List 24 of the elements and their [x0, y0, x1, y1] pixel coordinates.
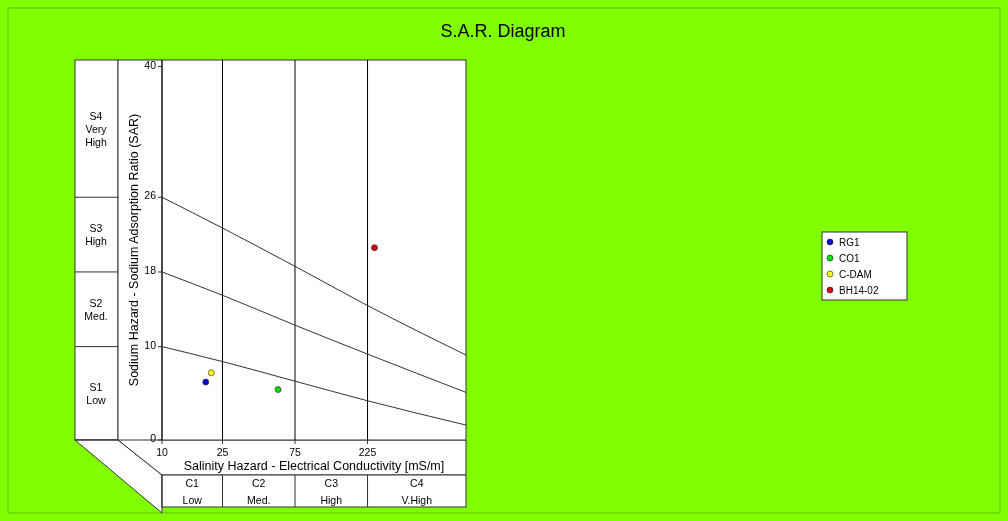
legend-label: RG1 [839, 237, 860, 248]
text: C2 Med. [247, 477, 271, 506]
y-axis-title: Sodium Hazard - Sodium Adsorption Ratio (SAR) [127, 113, 141, 387]
text: S2 Med. [84, 296, 108, 322]
x-tick-label: 10 [156, 446, 168, 458]
x-tick-label: 75 [289, 446, 302, 458]
x-tick-label: 225 [358, 446, 377, 458]
y-tick-label: 26 [144, 189, 157, 202]
text: S.A.R. Diagram [440, 21, 566, 41]
text: C3 High [320, 477, 343, 506]
text: S3 High [85, 222, 107, 248]
y-tick-label: 40 [144, 58, 157, 71]
legend-label: BH14-02 [839, 285, 879, 296]
text: C4 V.High [401, 477, 433, 506]
y-tick-label: 10 [144, 338, 157, 351]
legend-label: C-DAM [839, 269, 872, 280]
y-tick-label: 18 [144, 263, 157, 276]
x-axis-title: Salinity Hazard - Electrical Conductivity [mS/m] [183, 459, 445, 473]
legend-label: CO1 [839, 253, 860, 264]
text: S4 Very High [85, 109, 108, 148]
x-tick-label: 25 [216, 446, 229, 458]
y-tick-label: 0 [150, 432, 157, 444]
text: S1 Low [86, 380, 107, 406]
text: C1 Low [182, 477, 203, 506]
